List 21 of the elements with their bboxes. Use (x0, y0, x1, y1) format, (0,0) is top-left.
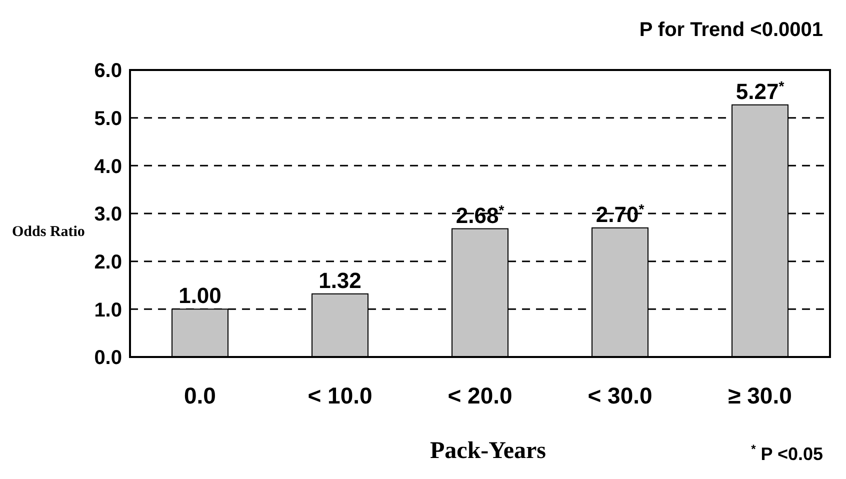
x-tick-label: < 30.0 (588, 382, 652, 408)
y-tick-label: 2.0 (94, 251, 122, 274)
y-axis-title: Odds Ratio (12, 224, 85, 240)
x-tick-label: < 10.0 (308, 382, 372, 408)
data-label: 2.70$^{*}$ (596, 200, 645, 227)
y-tick-label: 5.0 (94, 108, 122, 130)
data-label: 1.32 (318, 268, 362, 293)
y-tick-label: 6.0 (94, 60, 122, 82)
data-label: 5.27$^{*}$ (736, 78, 785, 104)
y-tick-label: 3.0 (94, 204, 122, 226)
y-tick-label: 0.0 (94, 347, 122, 370)
y-tick-label: 4.0 (94, 156, 122, 178)
text: P for Trend <0.0001 (639, 19, 823, 41)
x-tick-label: ≥ 30.0 (728, 382, 792, 408)
x-tick-label: < 20.0 (448, 382, 512, 408)
x-axis-title: Pack-Years (430, 438, 546, 464)
text: $^{*}$ P <0.05 (751, 442, 823, 464)
y-tick-label: 1.0 (94, 299, 122, 322)
data-label: 1.00 (178, 283, 222, 308)
data-label: 2.68$^{*}$ (456, 202, 505, 228)
x-tick-label: 0.0 (184, 382, 216, 408)
